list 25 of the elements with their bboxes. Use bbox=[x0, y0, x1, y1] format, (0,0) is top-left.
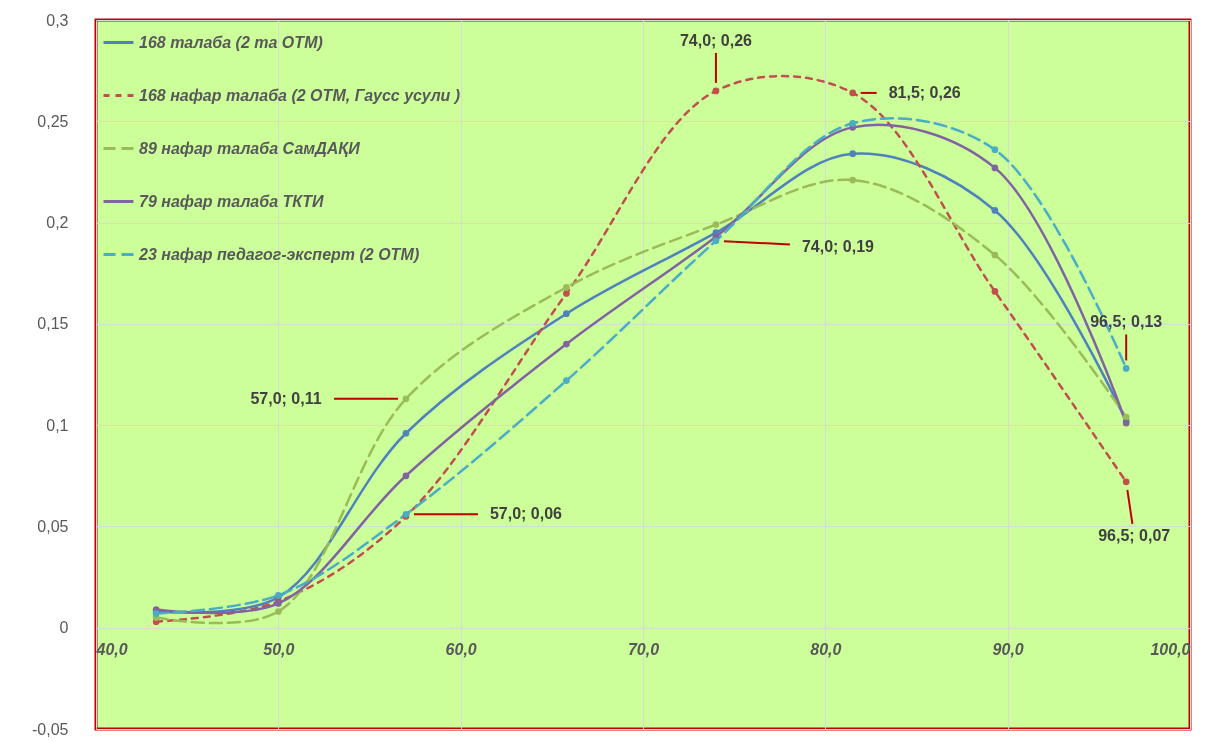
x-tick-label: 80,0 bbox=[810, 641, 842, 659]
x-tick-label: 60,0 bbox=[445, 641, 477, 659]
legend-label: 23 нафар педагог-эксперт (2 ОТМ) bbox=[138, 245, 420, 263]
legend-label: 89 нафар талаба СамДАҚИ bbox=[139, 139, 361, 157]
annotation: 81,5; 0,26 bbox=[888, 83, 961, 101]
legend-label: 79 нафар талаба ТКТИ bbox=[139, 192, 325, 210]
annotation: 57,0; 0,06 bbox=[489, 505, 563, 523]
y-tick-label: 0,3 bbox=[46, 11, 69, 29]
x-tick-label: 90,0 bbox=[992, 641, 1024, 659]
annotation: 74,0; 0,19 bbox=[801, 237, 875, 255]
y-tick-label: 0,15 bbox=[37, 315, 69, 333]
annotation: 96,5; 0,07 bbox=[1098, 526, 1171, 544]
y-tick-label: 0,25 bbox=[37, 112, 69, 130]
annotation: 74,0; 0,26 bbox=[679, 31, 753, 49]
x-tick-label: 70,0 bbox=[627, 641, 660, 659]
x-tick-label: 50,0 bbox=[263, 641, 295, 659]
annotation: 57,0; 0,11 bbox=[250, 389, 322, 407]
legend-label: 168 нафар талаба (2 ОТМ, Гаусс усули ) bbox=[139, 86, 461, 104]
y-tick-label: 0 bbox=[59, 619, 69, 637]
y-tick-label: 0,1 bbox=[46, 416, 69, 434]
legend-label: 168 талаба (2 та ОТМ) bbox=[139, 33, 323, 51]
y-tick-label: 0,05 bbox=[37, 517, 69, 535]
y-tick-label: 0,2 bbox=[46, 214, 69, 232]
y-tick-label: -0,05 bbox=[32, 720, 69, 738]
annotation: 96,5; 0,13 bbox=[1090, 313, 1163, 331]
